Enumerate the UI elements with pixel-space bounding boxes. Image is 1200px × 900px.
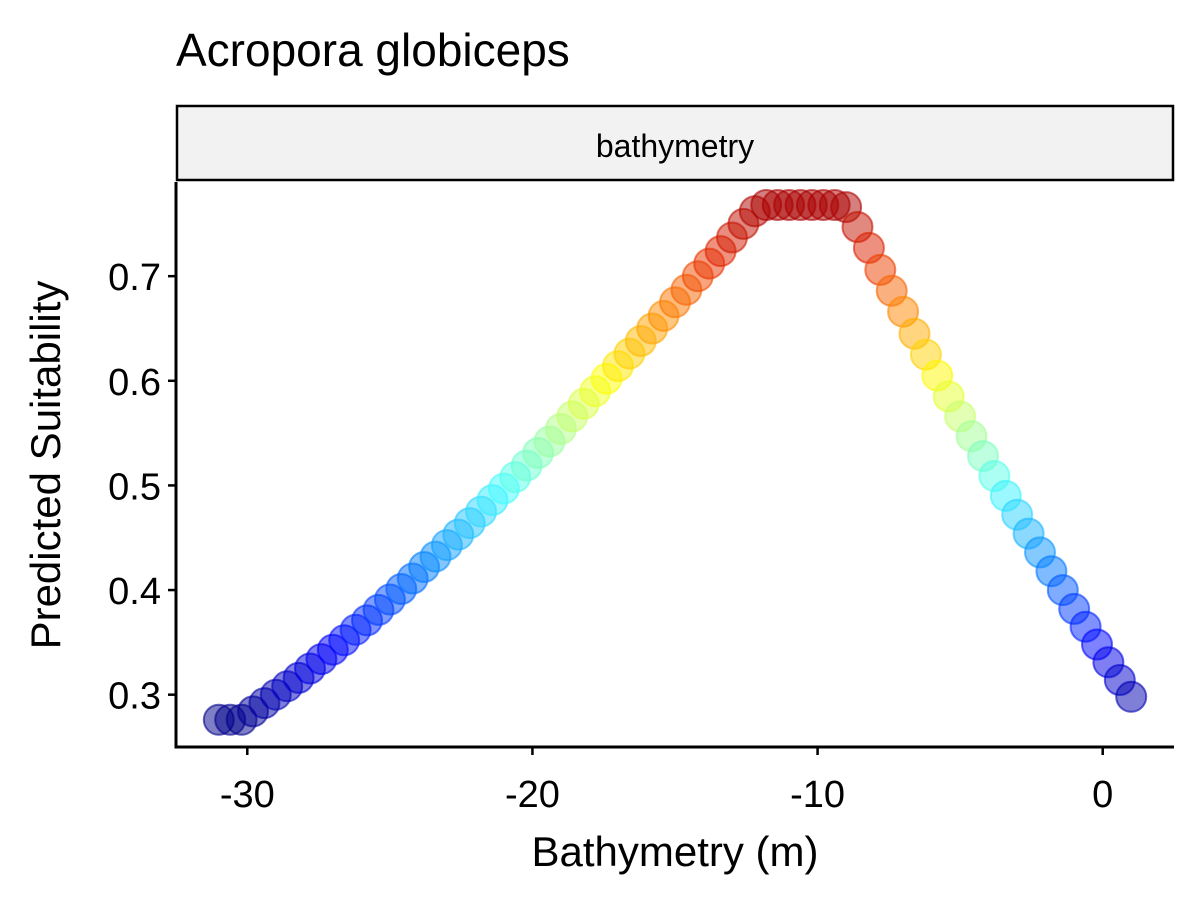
data-point xyxy=(1115,680,1148,713)
x-tick-label: 0 xyxy=(1092,774,1113,816)
y-tick-label: 0.7 xyxy=(108,257,161,299)
y-axis-label: Predicted Suitability xyxy=(22,281,69,650)
y-tick-label: 0.5 xyxy=(108,466,161,508)
x-axis-ticks: -30 -20 -10 0 xyxy=(220,747,1113,816)
data-points xyxy=(202,189,1148,736)
facet-strip-label: bathymetry xyxy=(596,128,754,164)
chart-title: Acropora globiceps xyxy=(176,24,570,76)
x-axis-label: Bathymetry (m) xyxy=(531,828,818,875)
y-tick-label: 0.3 xyxy=(108,676,161,718)
y-tick-label: 0.4 xyxy=(108,571,161,613)
x-tick-label: -10 xyxy=(790,774,845,816)
x-tick-label: -30 xyxy=(220,774,275,816)
y-tick-label: 0.6 xyxy=(108,362,161,404)
x-tick-label: -20 xyxy=(505,774,560,816)
facet-strip xyxy=(175,104,1175,182)
y-axis-ticks: 0.3 0.4 0.5 0.6 0.7 xyxy=(108,257,176,718)
